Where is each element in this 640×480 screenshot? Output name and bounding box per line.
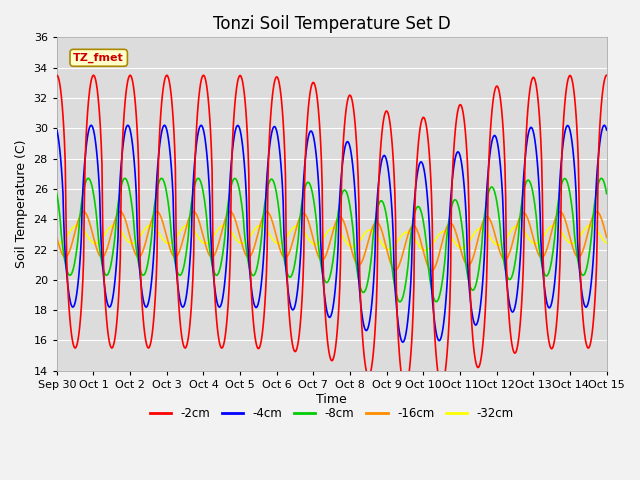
- Y-axis label: Soil Temperature (C): Soil Temperature (C): [15, 140, 28, 268]
- X-axis label: Time: Time: [316, 393, 347, 406]
- Text: TZ_fmet: TZ_fmet: [74, 53, 124, 63]
- Title: Tonzi Soil Temperature Set D: Tonzi Soil Temperature Set D: [213, 15, 451, 33]
- Legend: -2cm, -4cm, -8cm, -16cm, -32cm: -2cm, -4cm, -8cm, -16cm, -32cm: [145, 402, 518, 425]
